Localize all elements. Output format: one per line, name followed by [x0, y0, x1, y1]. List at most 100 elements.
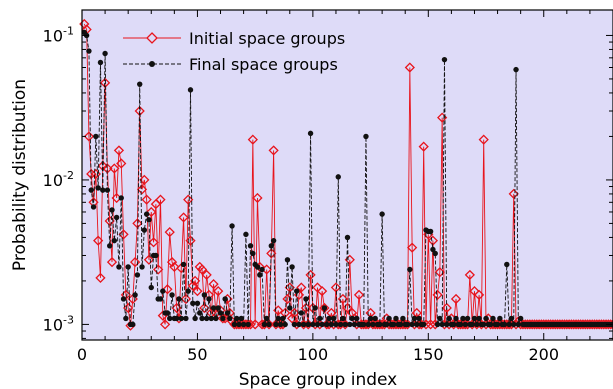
data-point: [515, 321, 522, 328]
data-point: [164, 227, 175, 238]
data-point: [277, 321, 284, 328]
data-point: [261, 321, 268, 328]
data-point: [95, 272, 106, 283]
data-point: [377, 321, 383, 328]
legend-label: Initial space groups: [189, 29, 345, 48]
data-point: [185, 288, 191, 294]
data-point: [130, 321, 136, 328]
data-point: [446, 315, 452, 322]
data-point: [257, 272, 263, 278]
data-point: [420, 321, 427, 328]
data-point: [178, 212, 189, 223]
data-point: [460, 315, 466, 322]
data-point: [457, 321, 464, 328]
data-point: [379, 211, 385, 217]
data-point: [90, 204, 97, 210]
data-point: [102, 50, 108, 57]
data-point: [231, 321, 238, 328]
data-point: [409, 321, 415, 328]
data-point: [317, 315, 323, 322]
data-point: [192, 315, 198, 322]
data-point: [125, 264, 131, 270]
data-point: [208, 279, 219, 290]
data-point: [316, 285, 328, 297]
data-point: [143, 211, 150, 217]
data-point: [120, 296, 127, 302]
data-point: [289, 264, 295, 270]
data-point: [310, 321, 316, 328]
data-point: [434, 267, 445, 278]
data-point: [432, 289, 443, 301]
data-point: [453, 315, 459, 322]
data-point: [504, 261, 510, 268]
data-point: [136, 184, 148, 195]
data-point: [270, 237, 277, 244]
x-tick-label: 0: [77, 345, 87, 364]
data-point: [259, 266, 265, 273]
data-point: [365, 321, 371, 328]
data-point: [330, 315, 337, 322]
data-point: [390, 321, 397, 328]
data-point: [349, 315, 355, 322]
data-point: [180, 261, 187, 268]
data-point: [143, 254, 155, 265]
data-point: [363, 133, 369, 140]
data-point: [337, 293, 349, 305]
data-point: [407, 242, 418, 253]
data-point: [197, 310, 203, 316]
data-point: [284, 257, 291, 263]
data-point: [95, 185, 101, 191]
data-point: [370, 321, 376, 328]
data-point: [213, 285, 224, 297]
data-point: [203, 315, 210, 322]
data-point: [107, 243, 113, 249]
data-point: [224, 310, 231, 316]
data-point: [360, 321, 367, 328]
data-point: [407, 266, 413, 273]
data-point: [451, 321, 457, 328]
data-point: [275, 315, 281, 322]
data-point: [490, 315, 496, 322]
data-point: [180, 293, 192, 305]
data-point: [116, 158, 127, 169]
data-point: [434, 321, 441, 328]
data-point: [116, 264, 122, 270]
data-point: [104, 187, 111, 193]
data-point: [335, 174, 341, 180]
data-point: [432, 250, 438, 257]
data-point: [164, 310, 171, 316]
data-point: [192, 285, 203, 297]
data-point: [139, 174, 150, 186]
data-point: [296, 282, 307, 293]
data-point: [160, 288, 166, 294]
data-point: [344, 234, 351, 241]
data-point: [236, 321, 242, 328]
data-point: [146, 217, 152, 223]
data-point: [217, 310, 224, 316]
data-point: [354, 315, 360, 322]
data-point: [162, 284, 173, 295]
data-point: [201, 269, 212, 281]
data-point: [342, 302, 353, 314]
data-point: [93, 235, 104, 246]
data-point: [473, 289, 485, 301]
data-point: [298, 310, 305, 316]
data-point: [414, 321, 420, 328]
data-point: [199, 315, 205, 322]
data-point: [86, 48, 92, 54]
data-point: [517, 315, 524, 322]
data-point: [215, 305, 221, 311]
data-point: [99, 77, 111, 88]
data-point: [148, 284, 154, 291]
data-point: [100, 187, 106, 193]
data-point: [300, 321, 307, 328]
data-point: [393, 315, 399, 322]
data-point: [337, 321, 344, 328]
data-point: [155, 194, 166, 205]
series-final: [81, 29, 613, 328]
data-point: [201, 292, 208, 298]
data-point: [273, 321, 279, 328]
data-point: [238, 315, 244, 322]
data-point: [501, 321, 508, 328]
